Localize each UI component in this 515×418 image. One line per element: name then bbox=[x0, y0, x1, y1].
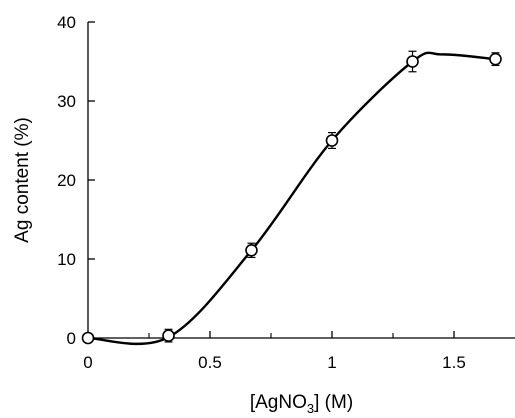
tick-labels: 0 10 20 30 40 0 0.5 1 1.5 bbox=[57, 13, 466, 372]
y-tick-label: 40 bbox=[57, 13, 76, 32]
x-tick-label: 0 bbox=[83, 353, 92, 372]
data-point bbox=[489, 52, 502, 66]
data-points bbox=[81, 52, 502, 345]
data-point bbox=[325, 134, 339, 147]
y-tick-label: 10 bbox=[57, 250, 76, 269]
y-tick-label: 0 bbox=[67, 329, 76, 348]
ticks bbox=[87, 21, 455, 339]
data-point bbox=[245, 244, 258, 257]
data-point bbox=[162, 329, 175, 342]
y-tick-label: 20 bbox=[57, 171, 76, 190]
y-tick-label: 30 bbox=[57, 92, 76, 111]
fit-curve bbox=[87, 51, 496, 346]
x-axis-title-main: [AgNO bbox=[250, 392, 307, 413]
y-axis-title: Ag content (%) bbox=[12, 117, 33, 243]
x-tick-label: 1 bbox=[327, 353, 336, 372]
data-point bbox=[406, 55, 419, 68]
data-point bbox=[81, 331, 95, 345]
x-axis-title: [AgNO3] (M) bbox=[250, 392, 353, 416]
error-bars bbox=[164, 50, 500, 343]
x-tick-label: 1.5 bbox=[442, 353, 466, 372]
x-axis-title-tail: ] (M) bbox=[314, 392, 353, 413]
x-tick-label: 0.5 bbox=[198, 353, 222, 372]
x-axis-title-subscript: 3 bbox=[307, 401, 314, 416]
